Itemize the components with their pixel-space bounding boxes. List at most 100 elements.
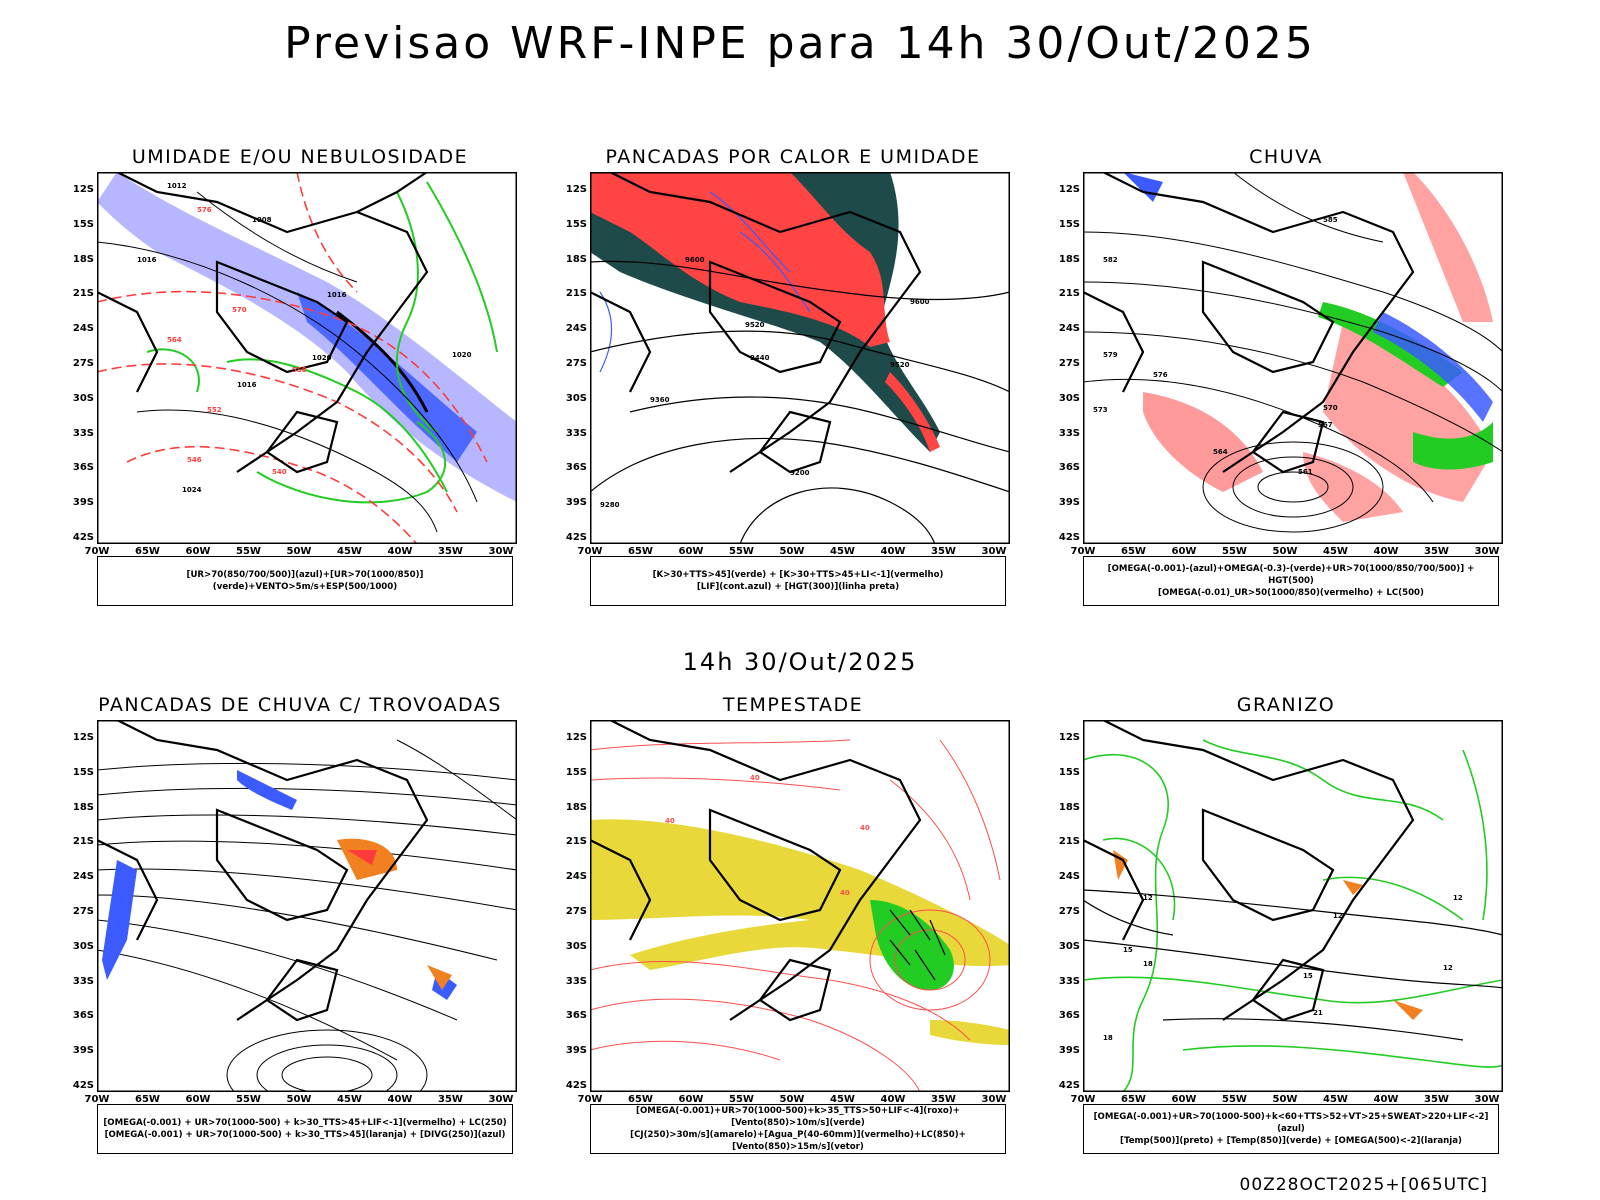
- panel-storm: TEMPESTADE: [493, 694, 1010, 1194]
- latitude-label: 12S: [1058, 184, 1080, 195]
- longitude-label: 65W: [628, 1094, 653, 1105]
- longitude-label: 70W: [577, 546, 603, 557]
- latitude-label: 18S: [565, 253, 587, 265]
- latitude-label: 12S: [72, 184, 94, 195]
- latitude-label: 21S: [565, 288, 587, 300]
- latitude-label: 24S: [1058, 871, 1080, 883]
- contour-label: 15: [1123, 946, 1133, 954]
- latitude-label: 24S: [565, 323, 587, 335]
- contour-label: 573: [1093, 406, 1108, 414]
- latitude-label: 30S: [72, 392, 94, 404]
- latitude-label: 30S: [1058, 392, 1080, 404]
- latitude-label: 21S: [1058, 288, 1080, 300]
- latitude-label: 24S: [1058, 323, 1080, 335]
- latitude-label: 42S: [1058, 532, 1080, 543]
- longitude-label: 30W: [1474, 1094, 1500, 1105]
- contour-label: 570: [232, 306, 247, 314]
- panel-hail: GRANIZO: [986, 694, 1503, 1194]
- latitude-label: 39S: [1058, 497, 1080, 509]
- longitude-label: 55W: [236, 546, 261, 557]
- map-hail: 12 12 15 15 18 21 18 12 12: [1083, 720, 1503, 1092]
- contour-label: 579: [1103, 351, 1118, 359]
- latitude-label: 36S: [1058, 1010, 1080, 1022]
- panel-title: PANCADAS DE CHUVA C/ TROVOADAS: [98, 694, 502, 716]
- panel-title: PANCADAS POR CALOR E UMIDADE: [605, 146, 981, 168]
- latitude-label: 39S: [565, 1045, 587, 1057]
- longitude-label: 65W: [1121, 1094, 1146, 1105]
- longitude-label: 30W: [488, 1094, 514, 1105]
- contour-label: 1020: [452, 351, 472, 359]
- map-storm: 40 40 40 40: [590, 720, 1010, 1092]
- longitude-label: 50W: [286, 546, 312, 557]
- latitude-label: 36S: [72, 462, 94, 474]
- panel-thunderstorm-showers: PANCADAS DE CHUVA C/ TROVOADAS: [0, 694, 517, 1194]
- longitude-label: 35W: [438, 1094, 463, 1105]
- contour-label: 9280: [600, 501, 620, 509]
- longitude-label: 50W: [1272, 546, 1298, 557]
- longitude-label: 55W: [729, 546, 754, 557]
- latitude-label: 15S: [565, 766, 587, 778]
- longitude-label: 70W: [84, 546, 110, 557]
- longitude-label: 35W: [1424, 1094, 1449, 1105]
- longitude-label: 60W: [678, 1094, 704, 1105]
- latitude-label: 27S: [1058, 358, 1080, 369]
- latitude-label: 30S: [565, 940, 587, 952]
- contour-label: 40: [860, 824, 870, 832]
- latitude-label: 36S: [565, 462, 587, 474]
- panel-title: TEMPESTADE: [722, 694, 864, 716]
- contour-label: 18: [1103, 1034, 1113, 1042]
- map-rain: 585 582 579 576 573 570 567 564 561: [1083, 172, 1503, 544]
- contour-label: 576: [1153, 371, 1168, 379]
- contour-label: 12: [1453, 894, 1463, 902]
- contour-label: 1016: [327, 291, 347, 299]
- latitude-label: 12S: [1058, 732, 1080, 743]
- latitude-label: 24S: [565, 871, 587, 883]
- latitude-label: 30S: [72, 940, 94, 952]
- longitude-label: 60W: [1171, 546, 1197, 557]
- longitude-label: 50W: [286, 1094, 312, 1105]
- longitude-label: 60W: [678, 546, 704, 557]
- latitude-label: 18S: [72, 253, 94, 265]
- longitude-label: 70W: [577, 1094, 603, 1105]
- latitude-label: 15S: [1058, 766, 1080, 778]
- longitude-label: 70W: [1070, 1094, 1096, 1105]
- contour-label: 561: [1298, 468, 1313, 476]
- panel-legend: [OMEGA(-0.001)+UR>70(1000-500)+k<60+TTS>…: [1083, 1104, 1499, 1154]
- contour-label: 12: [1443, 964, 1453, 972]
- latitude-label: 33S: [1058, 975, 1080, 987]
- contour-label: 1012: [167, 182, 187, 190]
- contour-label: 558: [292, 366, 307, 374]
- latitude-label: 15S: [72, 766, 94, 778]
- contour-label: 9520: [890, 361, 910, 369]
- panel-title: GRANIZO: [1236, 694, 1336, 716]
- latitude-label: 39S: [72, 1045, 94, 1057]
- contour-label: 1008: [252, 216, 272, 224]
- latitude-label: 42S: [1058, 1080, 1080, 1091]
- main-title: Previsao WRF-INPE para 14h 30/Out/2025: [284, 18, 1316, 69]
- longitude-label: 55W: [729, 1094, 754, 1105]
- latitude-label: 39S: [1058, 1045, 1080, 1057]
- panel-legend: [UR>70(850/700/500)](azul)+[UR>70(1000/8…: [97, 556, 513, 606]
- longitude-label: 45W: [830, 546, 855, 557]
- latitude-label: 42S: [565, 532, 587, 543]
- contour-label: 1016: [137, 256, 157, 264]
- latitude-label: 18S: [72, 801, 94, 813]
- longitude-label: 60W: [185, 1094, 211, 1105]
- longitude-label: 70W: [84, 1094, 110, 1105]
- longitude-label: 70W: [1070, 546, 1096, 557]
- contour-label: 567: [1318, 421, 1333, 429]
- panel-legend: [OMEGA(-0.001)-(azul)+OMEGA(-0.3)-(verde…: [1083, 556, 1499, 606]
- longitude-label: 65W: [1121, 546, 1146, 557]
- latitude-label: 33S: [72, 427, 94, 439]
- latitude-label: 30S: [565, 392, 587, 404]
- longitude-label: 35W: [931, 1094, 956, 1105]
- panel-rain: CHUVA: [986, 146, 1503, 646]
- latitude-label: 21S: [565, 836, 587, 848]
- latitude-label: 12S: [565, 184, 587, 195]
- contour-label: 12: [1333, 912, 1343, 920]
- longitude-label: 45W: [1323, 1094, 1348, 1105]
- contour-label: 15: [1303, 972, 1313, 980]
- latitude-label: 18S: [1058, 801, 1080, 813]
- contour-label: 40: [750, 774, 760, 782]
- contour-label: 564: [167, 336, 182, 344]
